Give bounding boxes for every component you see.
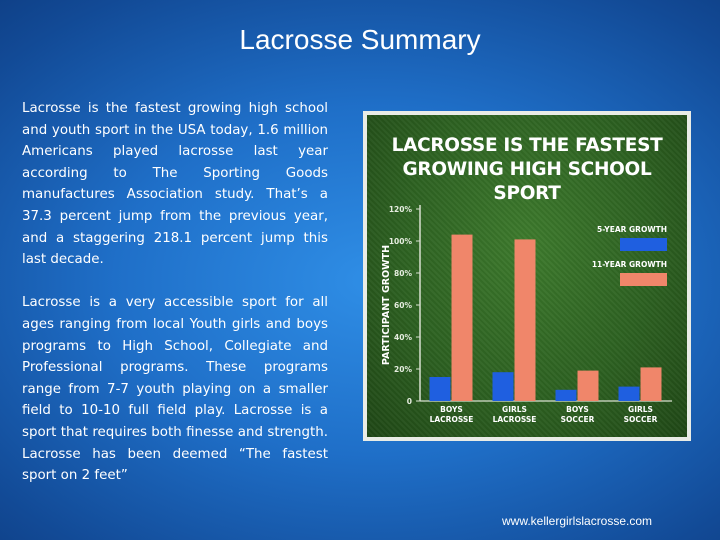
bar-eleven-year-2: [577, 370, 599, 401]
y-tick-label: 40%: [394, 333, 412, 342]
x-category-label: GIRLS: [502, 405, 527, 414]
bar-eleven-year-1: [514, 239, 536, 401]
bar-eleven-year-0: [451, 234, 473, 401]
x-category-label: LACROSSE: [430, 415, 474, 424]
bar-five-year-2: [555, 389, 577, 401]
chart-image-frame: LACROSSE IS THE FASTEST GROWING HIGH SCH…: [363, 111, 691, 441]
chart-title: LACROSSE IS THE FASTEST GROWING HIGH SCH…: [367, 134, 687, 206]
chart-title-line-1: LACROSSE IS THE FASTEST: [391, 135, 663, 156]
legend-label: 11-YEAR GROWTH: [592, 260, 667, 269]
y-tick-label: 120%: [389, 205, 413, 214]
bar-chart: 120% 100% 80% 60% 40% 20% 0 PARTICIPANT GROWTH B…: [381, 205, 672, 424]
body-text: Lacrosse is the fastest growing high sch…: [22, 98, 328, 487]
x-category-label: BOYS: [440, 405, 463, 414]
x-category-label: GIRLS: [628, 405, 653, 414]
bar-eleven-year-3: [640, 367, 662, 401]
y-tick-label: 20%: [394, 365, 412, 374]
y-tick-label: 80%: [394, 269, 412, 278]
bar-five-year-1: [492, 372, 514, 401]
slide-title: Lacrosse Summary: [239, 24, 481, 55]
y-tick-label: 60%: [394, 301, 412, 310]
x-category-label: LACROSSE: [493, 415, 537, 424]
y-tick-label: 0: [407, 397, 412, 406]
x-category-label: SOCCER: [561, 415, 595, 424]
legend-label: 5-YEAR GROWTH: [597, 225, 667, 234]
paragraph-lacrosse-accessibility: Lacrosse is a very accessible sport for …: [22, 295, 328, 484]
chart-title-line-2: GROWING HIGH SCHOOL SPORT: [402, 159, 652, 204]
chart-field-background: LACROSSE IS THE FASTEST GROWING HIGH SCH…: [367, 115, 687, 437]
y-tick-label: 100%: [389, 237, 413, 246]
x-category-label: SOCCER: [624, 415, 658, 424]
bar-five-year-0: [429, 377, 451, 401]
x-category-label: BOYS: [566, 405, 589, 414]
footer-url[interactable]: www.kellergirlslacrosse.com: [502, 514, 653, 528]
bar-five-year-3: [618, 386, 640, 401]
legend-swatch: [620, 238, 667, 251]
legend-swatch: [620, 273, 667, 286]
y-axis-title: PARTICIPANT GROWTH: [381, 245, 392, 365]
paragraph-lacrosse-growth: Lacrosse is the fastest growing high sch…: [22, 101, 328, 268]
